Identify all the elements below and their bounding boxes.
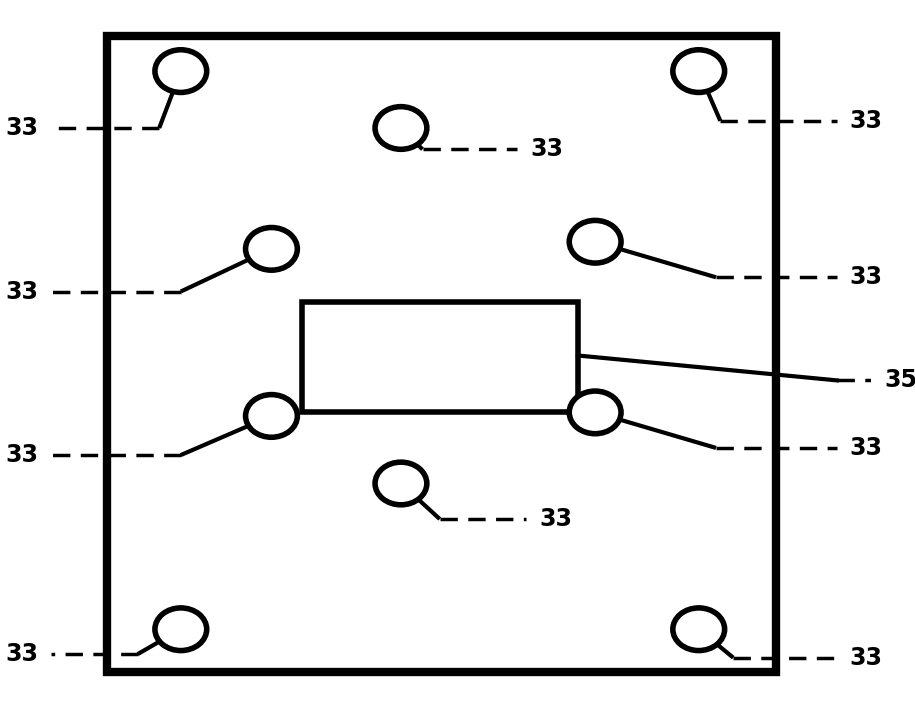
Circle shape	[155, 608, 207, 651]
Circle shape	[245, 395, 297, 437]
Circle shape	[245, 228, 297, 270]
Circle shape	[155, 50, 207, 92]
Text: 33: 33	[850, 109, 883, 133]
Text: 33: 33	[5, 642, 38, 666]
Text: 33: 33	[850, 265, 883, 289]
Text: 33: 33	[850, 646, 883, 670]
Circle shape	[673, 608, 725, 651]
Circle shape	[375, 462, 426, 505]
Circle shape	[569, 220, 621, 263]
Text: 33: 33	[531, 137, 564, 161]
Text: 33: 33	[5, 443, 38, 467]
Text: 33: 33	[5, 116, 38, 140]
Circle shape	[569, 391, 621, 434]
Bar	[302, 302, 578, 412]
Circle shape	[375, 107, 426, 149]
Text: 33: 33	[539, 507, 572, 531]
Text: 33: 33	[5, 279, 38, 304]
Bar	[107, 36, 777, 672]
Text: 33: 33	[850, 436, 883, 460]
Text: 35: 35	[884, 368, 915, 392]
Circle shape	[673, 50, 725, 92]
